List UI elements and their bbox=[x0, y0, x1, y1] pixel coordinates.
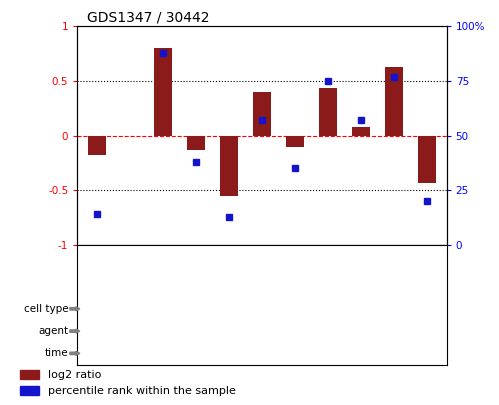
Bar bbox=[385, 67, 403, 136]
Text: GSM60448: GSM60448 bbox=[358, 249, 367, 294]
Bar bbox=[145, 245, 178, 298]
Bar bbox=[154, 48, 172, 136]
Bar bbox=[19, 386, 39, 395]
Text: GSM60438: GSM60438 bbox=[157, 249, 166, 294]
Text: control: control bbox=[344, 348, 381, 358]
Bar bbox=[77, 320, 279, 342]
Bar bbox=[178, 342, 279, 364]
Text: DMSO/BHA: DMSO/BHA bbox=[149, 326, 207, 336]
Bar bbox=[111, 245, 145, 298]
Bar bbox=[279, 298, 346, 320]
Text: GSM60451: GSM60451 bbox=[425, 249, 434, 294]
Bar bbox=[346, 245, 379, 298]
Text: GSM60450: GSM60450 bbox=[392, 249, 401, 294]
Text: percentile rank within the sample: percentile rank within the sample bbox=[48, 386, 236, 396]
Text: GSM60444: GSM60444 bbox=[257, 249, 266, 294]
Bar bbox=[418, 136, 436, 183]
Text: cell type: cell type bbox=[24, 304, 68, 314]
Bar bbox=[379, 245, 413, 298]
Bar bbox=[212, 245, 245, 298]
Bar bbox=[187, 136, 205, 150]
Text: GSM60436: GSM60436 bbox=[90, 249, 99, 294]
Text: GSM60437: GSM60437 bbox=[123, 249, 132, 294]
Bar bbox=[245, 245, 279, 298]
Text: 6 h: 6 h bbox=[119, 348, 136, 358]
Bar bbox=[279, 342, 447, 364]
Bar bbox=[352, 127, 370, 136]
Bar bbox=[220, 136, 238, 196]
Bar bbox=[346, 298, 447, 320]
Text: agent: agent bbox=[38, 326, 68, 336]
Bar bbox=[279, 245, 312, 298]
Bar bbox=[88, 136, 106, 156]
Bar bbox=[77, 298, 279, 320]
Bar bbox=[286, 136, 304, 147]
Bar bbox=[178, 245, 212, 298]
Bar bbox=[279, 320, 447, 342]
Text: fetal brain: fetal brain bbox=[285, 304, 339, 314]
Bar bbox=[319, 87, 337, 136]
Text: GSM60433: GSM60433 bbox=[291, 249, 300, 294]
Text: GDS1347 / 30442: GDS1347 / 30442 bbox=[87, 10, 210, 24]
Text: time: time bbox=[45, 348, 68, 358]
Text: control: control bbox=[344, 326, 381, 336]
Text: log2 ratio: log2 ratio bbox=[48, 370, 102, 380]
Text: GSM60442: GSM60442 bbox=[224, 249, 233, 294]
Bar bbox=[77, 342, 178, 364]
Text: adult liver: adult liver bbox=[370, 304, 423, 314]
Text: MSC: MSC bbox=[167, 304, 190, 314]
Text: GSM60440: GSM60440 bbox=[190, 249, 199, 294]
Bar bbox=[77, 245, 111, 298]
Bar bbox=[312, 245, 346, 298]
Text: 48 h: 48 h bbox=[217, 348, 240, 358]
Bar bbox=[253, 92, 271, 136]
Bar bbox=[413, 245, 447, 298]
Text: GSM60434: GSM60434 bbox=[325, 249, 334, 294]
Bar bbox=[19, 370, 39, 379]
